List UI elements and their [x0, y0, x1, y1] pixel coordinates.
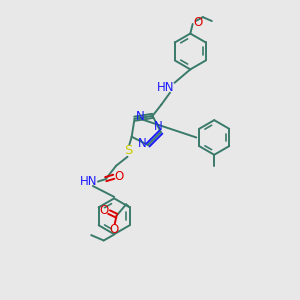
Text: HN: HN: [158, 81, 175, 94]
Text: N: N: [138, 137, 147, 150]
Text: HN: HN: [80, 175, 98, 188]
Text: N: N: [136, 110, 144, 123]
Text: N: N: [154, 120, 162, 133]
Text: S: S: [124, 144, 133, 157]
Text: O: O: [115, 170, 124, 183]
Text: O: O: [99, 204, 109, 217]
Text: O: O: [110, 223, 119, 236]
Text: O: O: [193, 16, 203, 29]
